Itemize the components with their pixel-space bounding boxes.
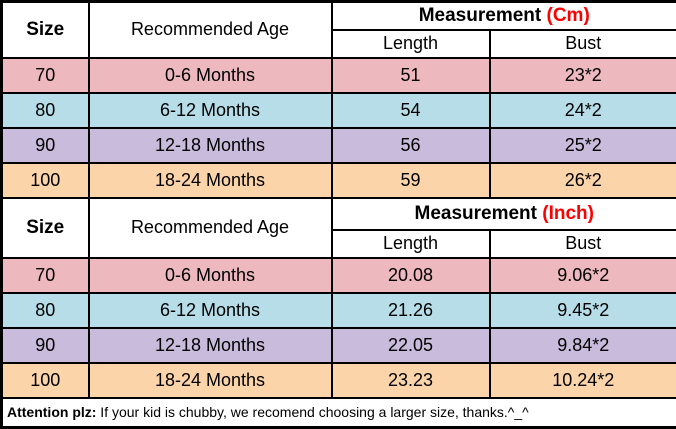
table-row-cm-100: 100 18-24 Months 59 26*2	[2, 163, 676, 198]
measurement-header-inch: Measurement (Inch)	[332, 198, 676, 230]
size-cell: 70	[2, 258, 89, 293]
table-row-inch-80: 80 6-12 Months 21.26 9.45*2	[2, 293, 676, 328]
bust-cell: 23*2	[490, 58, 676, 93]
age-cell: 6-12 Months	[89, 93, 332, 128]
cm-header-row: Size Recommended Age Measurement (Cm)	[2, 2, 676, 30]
age-cell: 18-24 Months	[89, 363, 332, 398]
inch-header-row: Size Recommended Age Measurement (Inch)	[2, 198, 676, 230]
footer-row: Attention plz: If your kid is chubby, we…	[2, 398, 676, 428]
attention-text: If your kid is chubby, we recomend choos…	[96, 404, 528, 420]
bust-cell: 25*2	[490, 128, 676, 163]
bust-cell: 10.24*2	[490, 363, 676, 398]
measurement-label-inch: Measurement	[415, 203, 538, 224]
unit-label-cm: (Cm)	[547, 5, 590, 26]
table-row-inch-100: 100 18-24 Months 23.23 10.24*2	[2, 363, 676, 398]
size-column-header-cm: Size	[2, 2, 89, 58]
table-row-inch-90: 90 12-18 Months 22.05 9.84*2	[2, 328, 676, 363]
size-cell: 90	[2, 328, 89, 363]
age-column-header-cm: Recommended Age	[89, 2, 332, 58]
length-cell: 54	[332, 93, 490, 128]
age-column-header-inch: Recommended Age	[89, 198, 332, 258]
bust-column-header-inch: Bust	[490, 230, 676, 258]
length-column-header-cm: Length	[332, 30, 490, 58]
age-cell: 12-18 Months	[89, 328, 332, 363]
table-row-cm-90: 90 12-18 Months 56 25*2	[2, 128, 676, 163]
table-row-inch-70: 70 0-6 Months 20.08 9.06*2	[2, 258, 676, 293]
size-cell: 80	[2, 293, 89, 328]
age-cell: 18-24 Months	[89, 163, 332, 198]
size-column-header-inch: Size	[2, 198, 89, 258]
age-cell: 6-12 Months	[89, 293, 332, 328]
length-cell: 20.08	[332, 258, 490, 293]
age-cell: 12-18 Months	[89, 128, 332, 163]
size-cell: 100	[2, 363, 89, 398]
size-cell: 70	[2, 58, 89, 93]
bust-cell: 26*2	[490, 163, 676, 198]
length-column-header-inch: Length	[332, 230, 490, 258]
unit-label-inch: (Inch)	[542, 203, 594, 224]
bust-cell: 24*2	[490, 93, 676, 128]
length-cell: 22.05	[332, 328, 490, 363]
length-cell: 59	[332, 163, 490, 198]
bust-cell: 9.45*2	[490, 293, 676, 328]
measurement-header-cm: Measurement (Cm)	[332, 2, 676, 30]
length-cell: 56	[332, 128, 490, 163]
age-cell: 0-6 Months	[89, 258, 332, 293]
length-cell: 23.23	[332, 363, 490, 398]
bust-cell: 9.06*2	[490, 258, 676, 293]
length-cell: 51	[332, 58, 490, 93]
size-cell: 90	[2, 128, 89, 163]
length-cell: 21.26	[332, 293, 490, 328]
bust-column-header-cm: Bust	[490, 30, 676, 58]
bust-cell: 9.84*2	[490, 328, 676, 363]
age-cell: 0-6 Months	[89, 58, 332, 93]
size-cell: 80	[2, 93, 89, 128]
table-row-cm-70: 70 0-6 Months 51 23*2	[2, 58, 676, 93]
attention-note: Attention plz: If your kid is chubby, we…	[2, 398, 676, 428]
measurement-label-cm: Measurement	[419, 5, 542, 26]
attention-label: Attention plz:	[7, 404, 96, 420]
table-row-cm-80: 80 6-12 Months 54 24*2	[2, 93, 676, 128]
size-cell: 100	[2, 163, 89, 198]
